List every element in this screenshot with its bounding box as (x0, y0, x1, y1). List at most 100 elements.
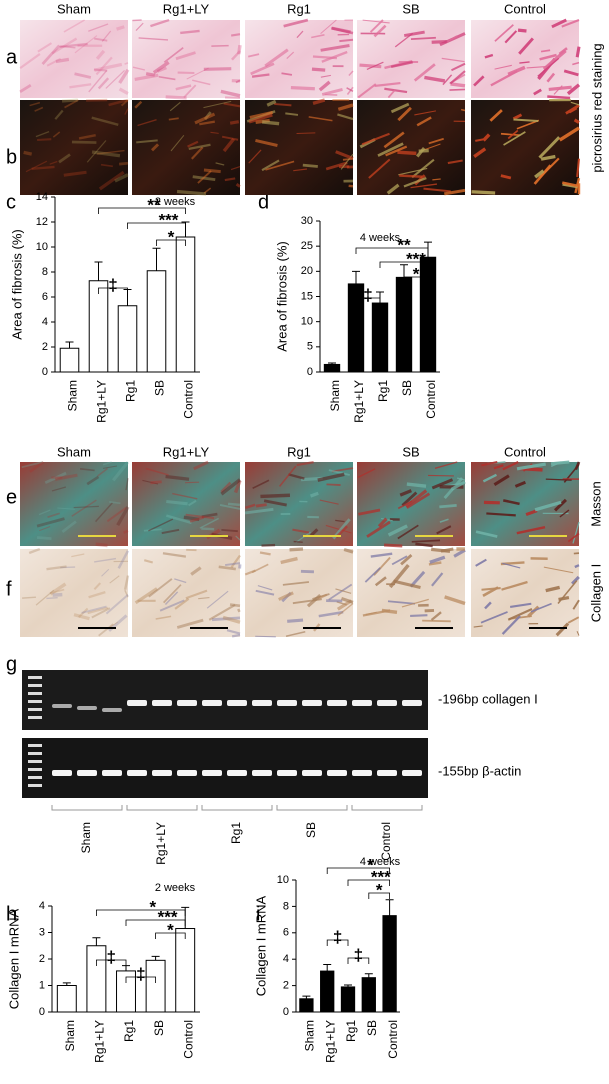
texture (507, 129, 519, 140)
texture (397, 106, 412, 122)
texture (373, 24, 387, 38)
collagen-image (132, 549, 240, 637)
panel-letter: b (6, 146, 17, 168)
texture (150, 480, 162, 485)
gel-band (302, 770, 322, 776)
texture (481, 461, 498, 467)
error-bar (151, 955, 160, 961)
bar (395, 276, 413, 373)
texture (444, 595, 466, 606)
panel-letter: g (6, 653, 17, 675)
texture (449, 70, 466, 85)
group-bracket (201, 805, 273, 811)
texture (397, 500, 413, 510)
texture (118, 161, 129, 166)
group-label: Sham (79, 822, 93, 853)
texture (359, 63, 382, 69)
significance-label: *** (371, 867, 391, 886)
texture (510, 602, 532, 608)
texture (105, 594, 129, 615)
x-tick-label: Sham (328, 380, 342, 411)
texture (418, 148, 429, 153)
texture (362, 19, 390, 24)
texture (192, 175, 216, 182)
texture (320, 19, 337, 35)
y-tick-label: 30 (301, 215, 313, 227)
texture (325, 161, 348, 171)
texture (35, 589, 55, 606)
texture (36, 517, 65, 528)
gel-band (327, 700, 347, 706)
significance-label: ‡ (106, 947, 115, 966)
texture (145, 72, 156, 77)
texture (401, 598, 429, 608)
error-bar (352, 270, 360, 284)
error-bar (328, 362, 336, 365)
significance-bracket (125, 976, 156, 983)
texture (513, 118, 539, 122)
texture (317, 593, 328, 600)
texture (251, 73, 270, 78)
texture (183, 515, 200, 521)
texture (250, 62, 275, 76)
texture (229, 120, 240, 125)
texture (411, 158, 435, 179)
texture (78, 134, 96, 140)
texture (326, 483, 341, 486)
texture (387, 89, 396, 99)
texture (377, 142, 404, 157)
texture (206, 590, 229, 609)
texture (21, 461, 44, 469)
ladder-band (28, 700, 42, 703)
texture (174, 578, 187, 584)
texture (343, 548, 354, 554)
texture (540, 154, 556, 161)
texture (569, 107, 578, 114)
texture (86, 475, 100, 486)
texture (447, 159, 463, 165)
texture (482, 473, 498, 483)
bar (382, 915, 397, 1013)
error-bar (152, 247, 161, 271)
texture (331, 26, 351, 34)
texture (428, 561, 442, 566)
texture (424, 75, 446, 83)
significance-label: ‡ (363, 285, 372, 304)
side-label: picrosirius red staining (589, 43, 604, 172)
texture (575, 46, 581, 58)
texture (413, 63, 436, 82)
texture (101, 568, 110, 577)
collagen-image (357, 549, 465, 637)
texture (143, 528, 162, 532)
texture (210, 131, 219, 134)
texture (385, 145, 408, 157)
texture (87, 606, 109, 615)
error-bar (94, 261, 103, 281)
texture (451, 62, 466, 72)
texture (120, 99, 129, 107)
texture (555, 622, 570, 637)
texture (198, 596, 210, 600)
texture (288, 473, 305, 480)
gel-band (52, 704, 72, 708)
texture (81, 605, 107, 614)
texture (224, 96, 241, 100)
texture (98, 170, 125, 191)
texture (29, 460, 45, 473)
texture (283, 18, 309, 28)
panel-letter: d (258, 191, 269, 213)
texture (388, 563, 410, 589)
polarized-image (20, 100, 128, 195)
y-axis-label: Area of fibrosis (%) (9, 229, 24, 340)
texture (164, 591, 179, 606)
texture (507, 607, 533, 621)
texture (201, 527, 215, 531)
texture (286, 51, 295, 60)
texture (47, 512, 60, 518)
texture (237, 44, 242, 55)
texture (100, 163, 113, 168)
texture (190, 566, 202, 576)
texture (143, 559, 154, 564)
texture (296, 132, 316, 135)
texture (337, 103, 354, 111)
